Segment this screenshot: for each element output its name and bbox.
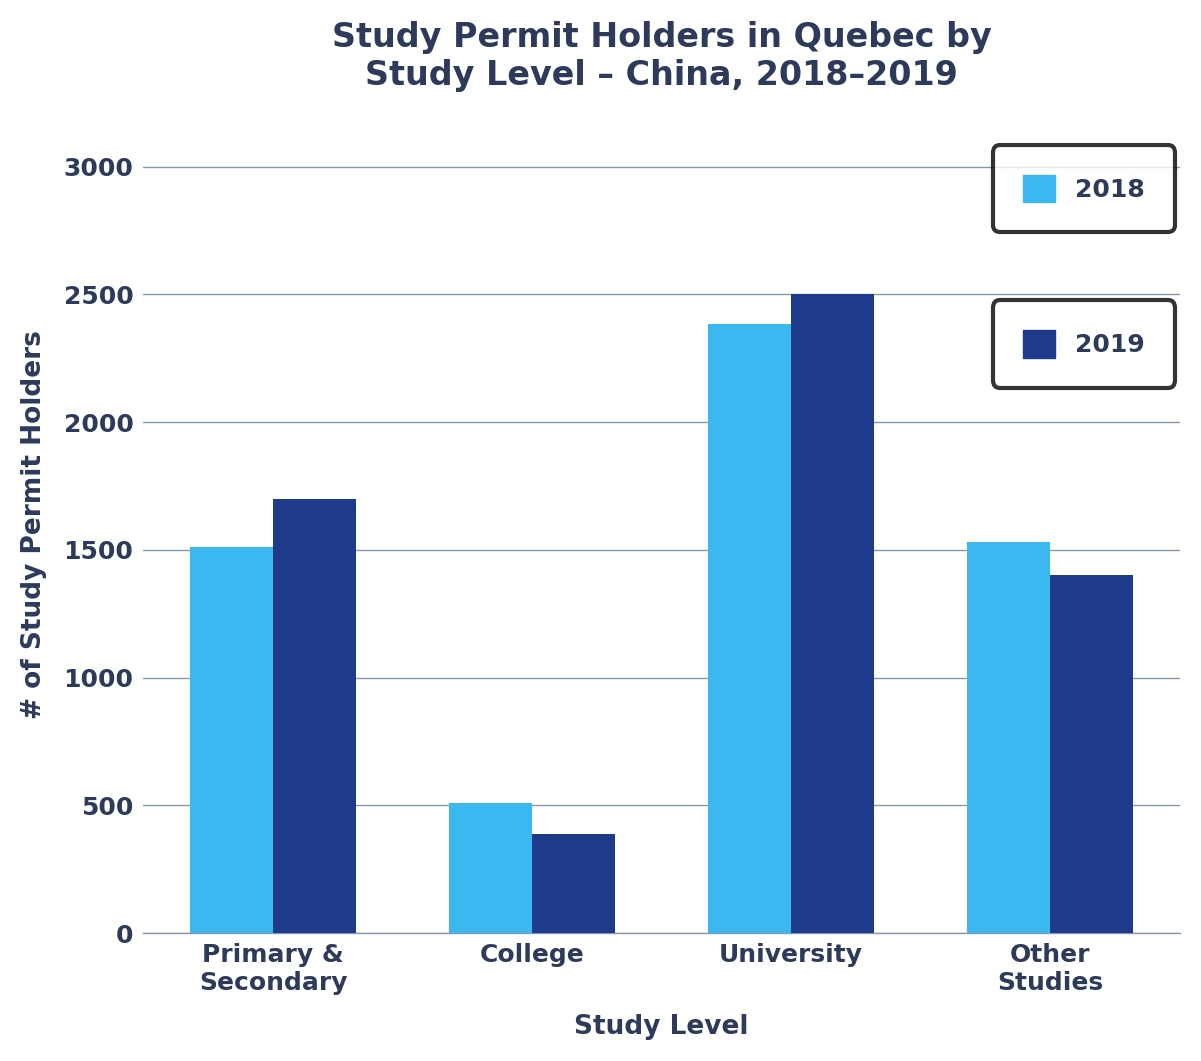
Bar <box>532 834 615 934</box>
Bar <box>190 547 274 934</box>
Bar <box>791 295 874 934</box>
Bar <box>449 803 532 934</box>
Bar <box>709 324 791 934</box>
Bar <box>1050 575 1133 934</box>
Y-axis label: # of Study Permit Holders: # of Study Permit Holders <box>20 330 47 719</box>
Legend: 2019: 2019 <box>1000 308 1167 380</box>
X-axis label: Study Level: Study Level <box>574 1014 749 1040</box>
Bar <box>274 499 357 934</box>
Title: Study Permit Holders in Quebec by
Study Level – China, 2018–2019: Study Permit Holders in Quebec by Study … <box>331 21 992 92</box>
Bar <box>967 542 1050 934</box>
